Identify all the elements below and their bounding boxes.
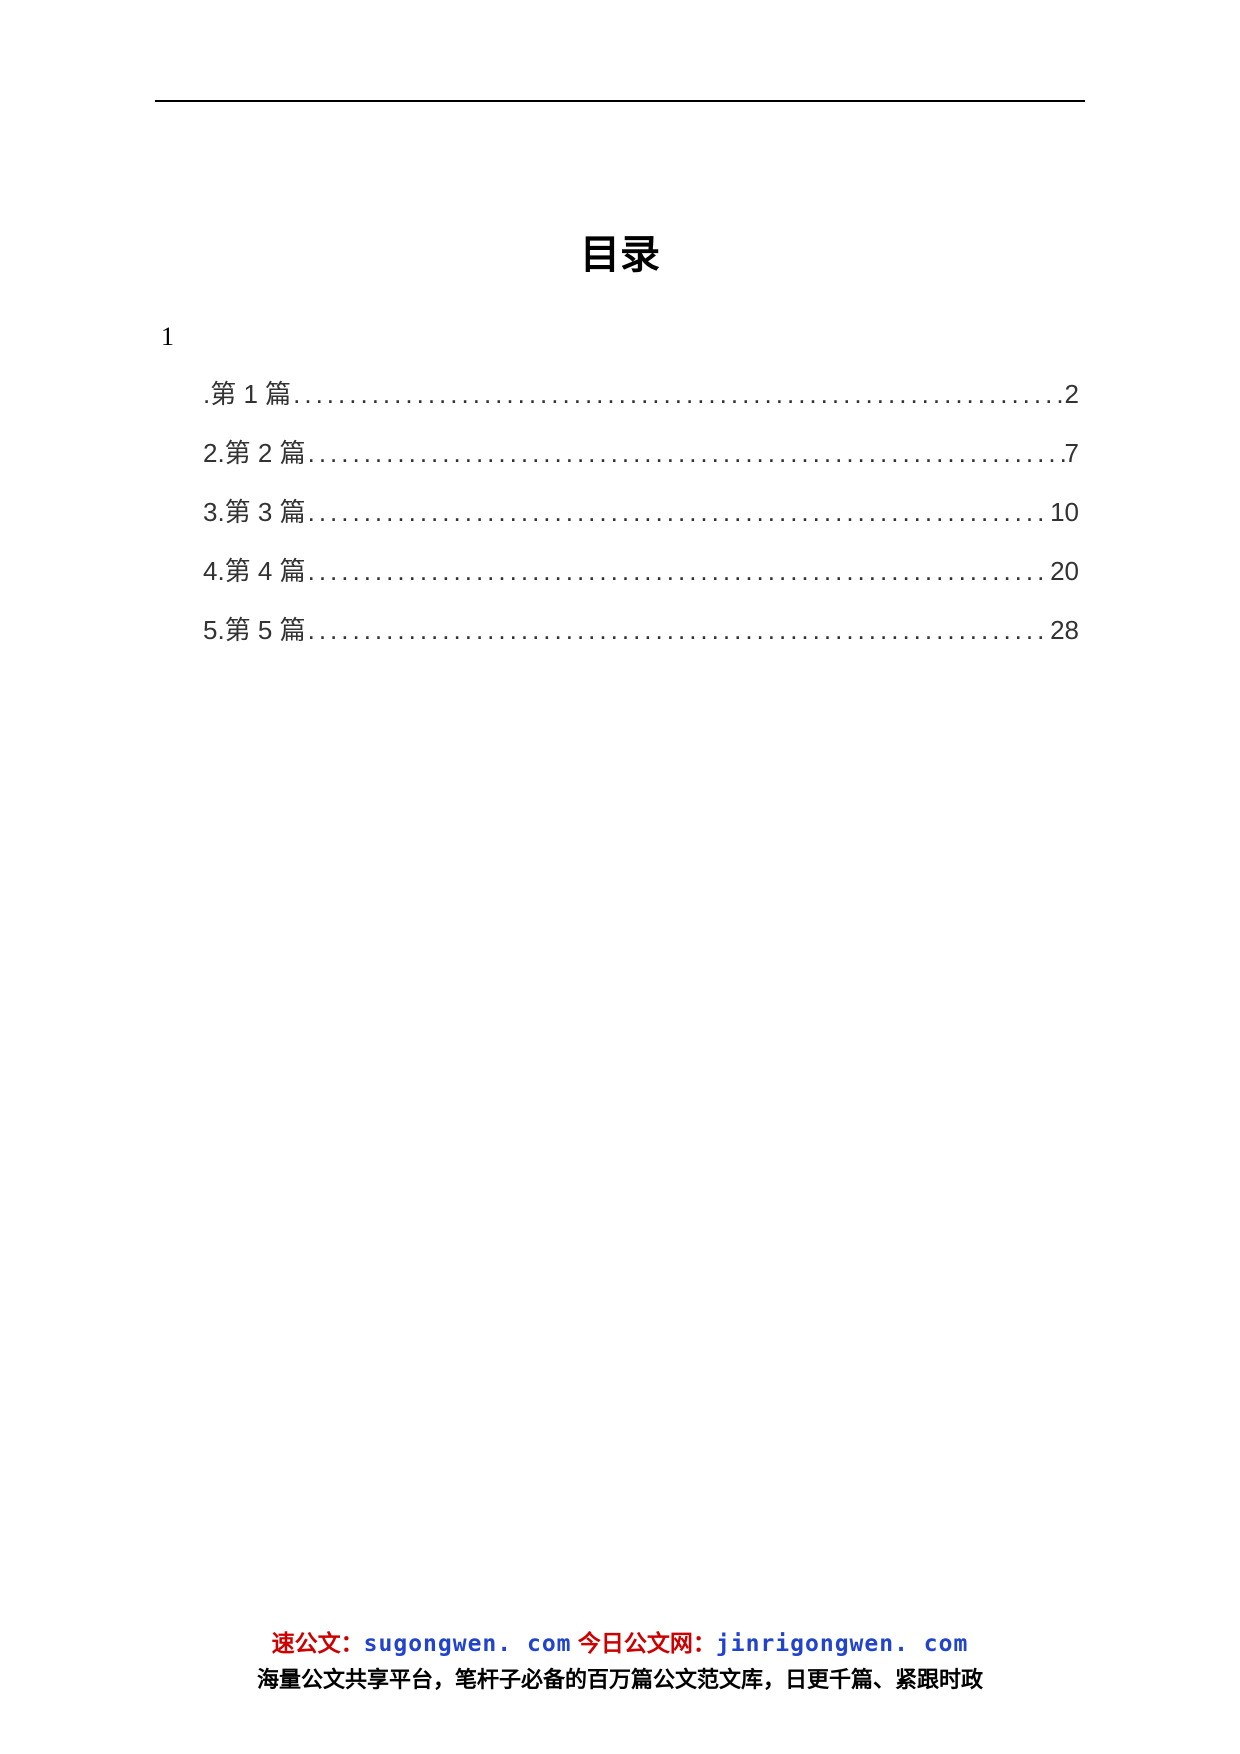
toc-label: .第 1 篇 [203, 374, 291, 411]
footer-brand-line: 速公文：sugongwen. com 今日公文网：jinrigongwen. c… [0, 1624, 1240, 1658]
brand1-name: 速公文： [272, 1630, 364, 1656]
toc-page-number: 20 [1050, 556, 1079, 587]
toc-page-number: 28 [1050, 615, 1079, 646]
toc-leader-dots [306, 556, 1050, 587]
toc-entry: 5.第 5 篇 28 [203, 610, 1079, 647]
table-of-contents: .第 1 篇 2 2.第 2 篇 7 3.第 3 篇 10 4.第 4 篇 20… [203, 374, 1079, 647]
toc-page-number: 7 [1065, 438, 1079, 469]
toc-leader-dots [306, 497, 1050, 528]
document-page: 目录 1 .第 1 篇 2 2.第 2 篇 7 3.第 3 篇 10 4.第 4… [0, 0, 1240, 1754]
brand2-url: jinrigongwen. com [716, 1631, 968, 1657]
toc-entry: 2.第 2 篇 7 [203, 433, 1079, 470]
toc-leader-dots [306, 615, 1050, 646]
page-title: 目录 [155, 222, 1085, 280]
toc-page-number: 10 [1050, 497, 1079, 528]
toc-entry: 4.第 4 篇 20 [203, 551, 1079, 588]
page-footer: 速公文：sugongwen. com 今日公文网：jinrigongwen. c… [0, 1624, 1240, 1694]
toc-label: 5.第 5 篇 [203, 610, 306, 647]
toc-entry: 3.第 3 篇 10 [203, 492, 1079, 529]
section-number: 1 [161, 322, 1085, 352]
toc-label: 2.第 2 篇 [203, 433, 306, 470]
footer-tagline: 海量公文共享平台，笔杆子必备的百万篇公文范文库，日更千篇、紧跟时政 [0, 1662, 1240, 1694]
toc-leader-dots [306, 438, 1065, 469]
toc-leader-dots [291, 379, 1064, 410]
brand2-name: 今日公文网： [572, 1630, 716, 1656]
toc-entry: .第 1 篇 2 [203, 374, 1079, 411]
toc-page-number: 2 [1065, 379, 1079, 410]
toc-label: 3.第 3 篇 [203, 492, 306, 529]
brand1-url: sugongwen. com [364, 1631, 572, 1657]
toc-label: 4.第 4 篇 [203, 551, 306, 588]
header-rule [155, 100, 1085, 102]
